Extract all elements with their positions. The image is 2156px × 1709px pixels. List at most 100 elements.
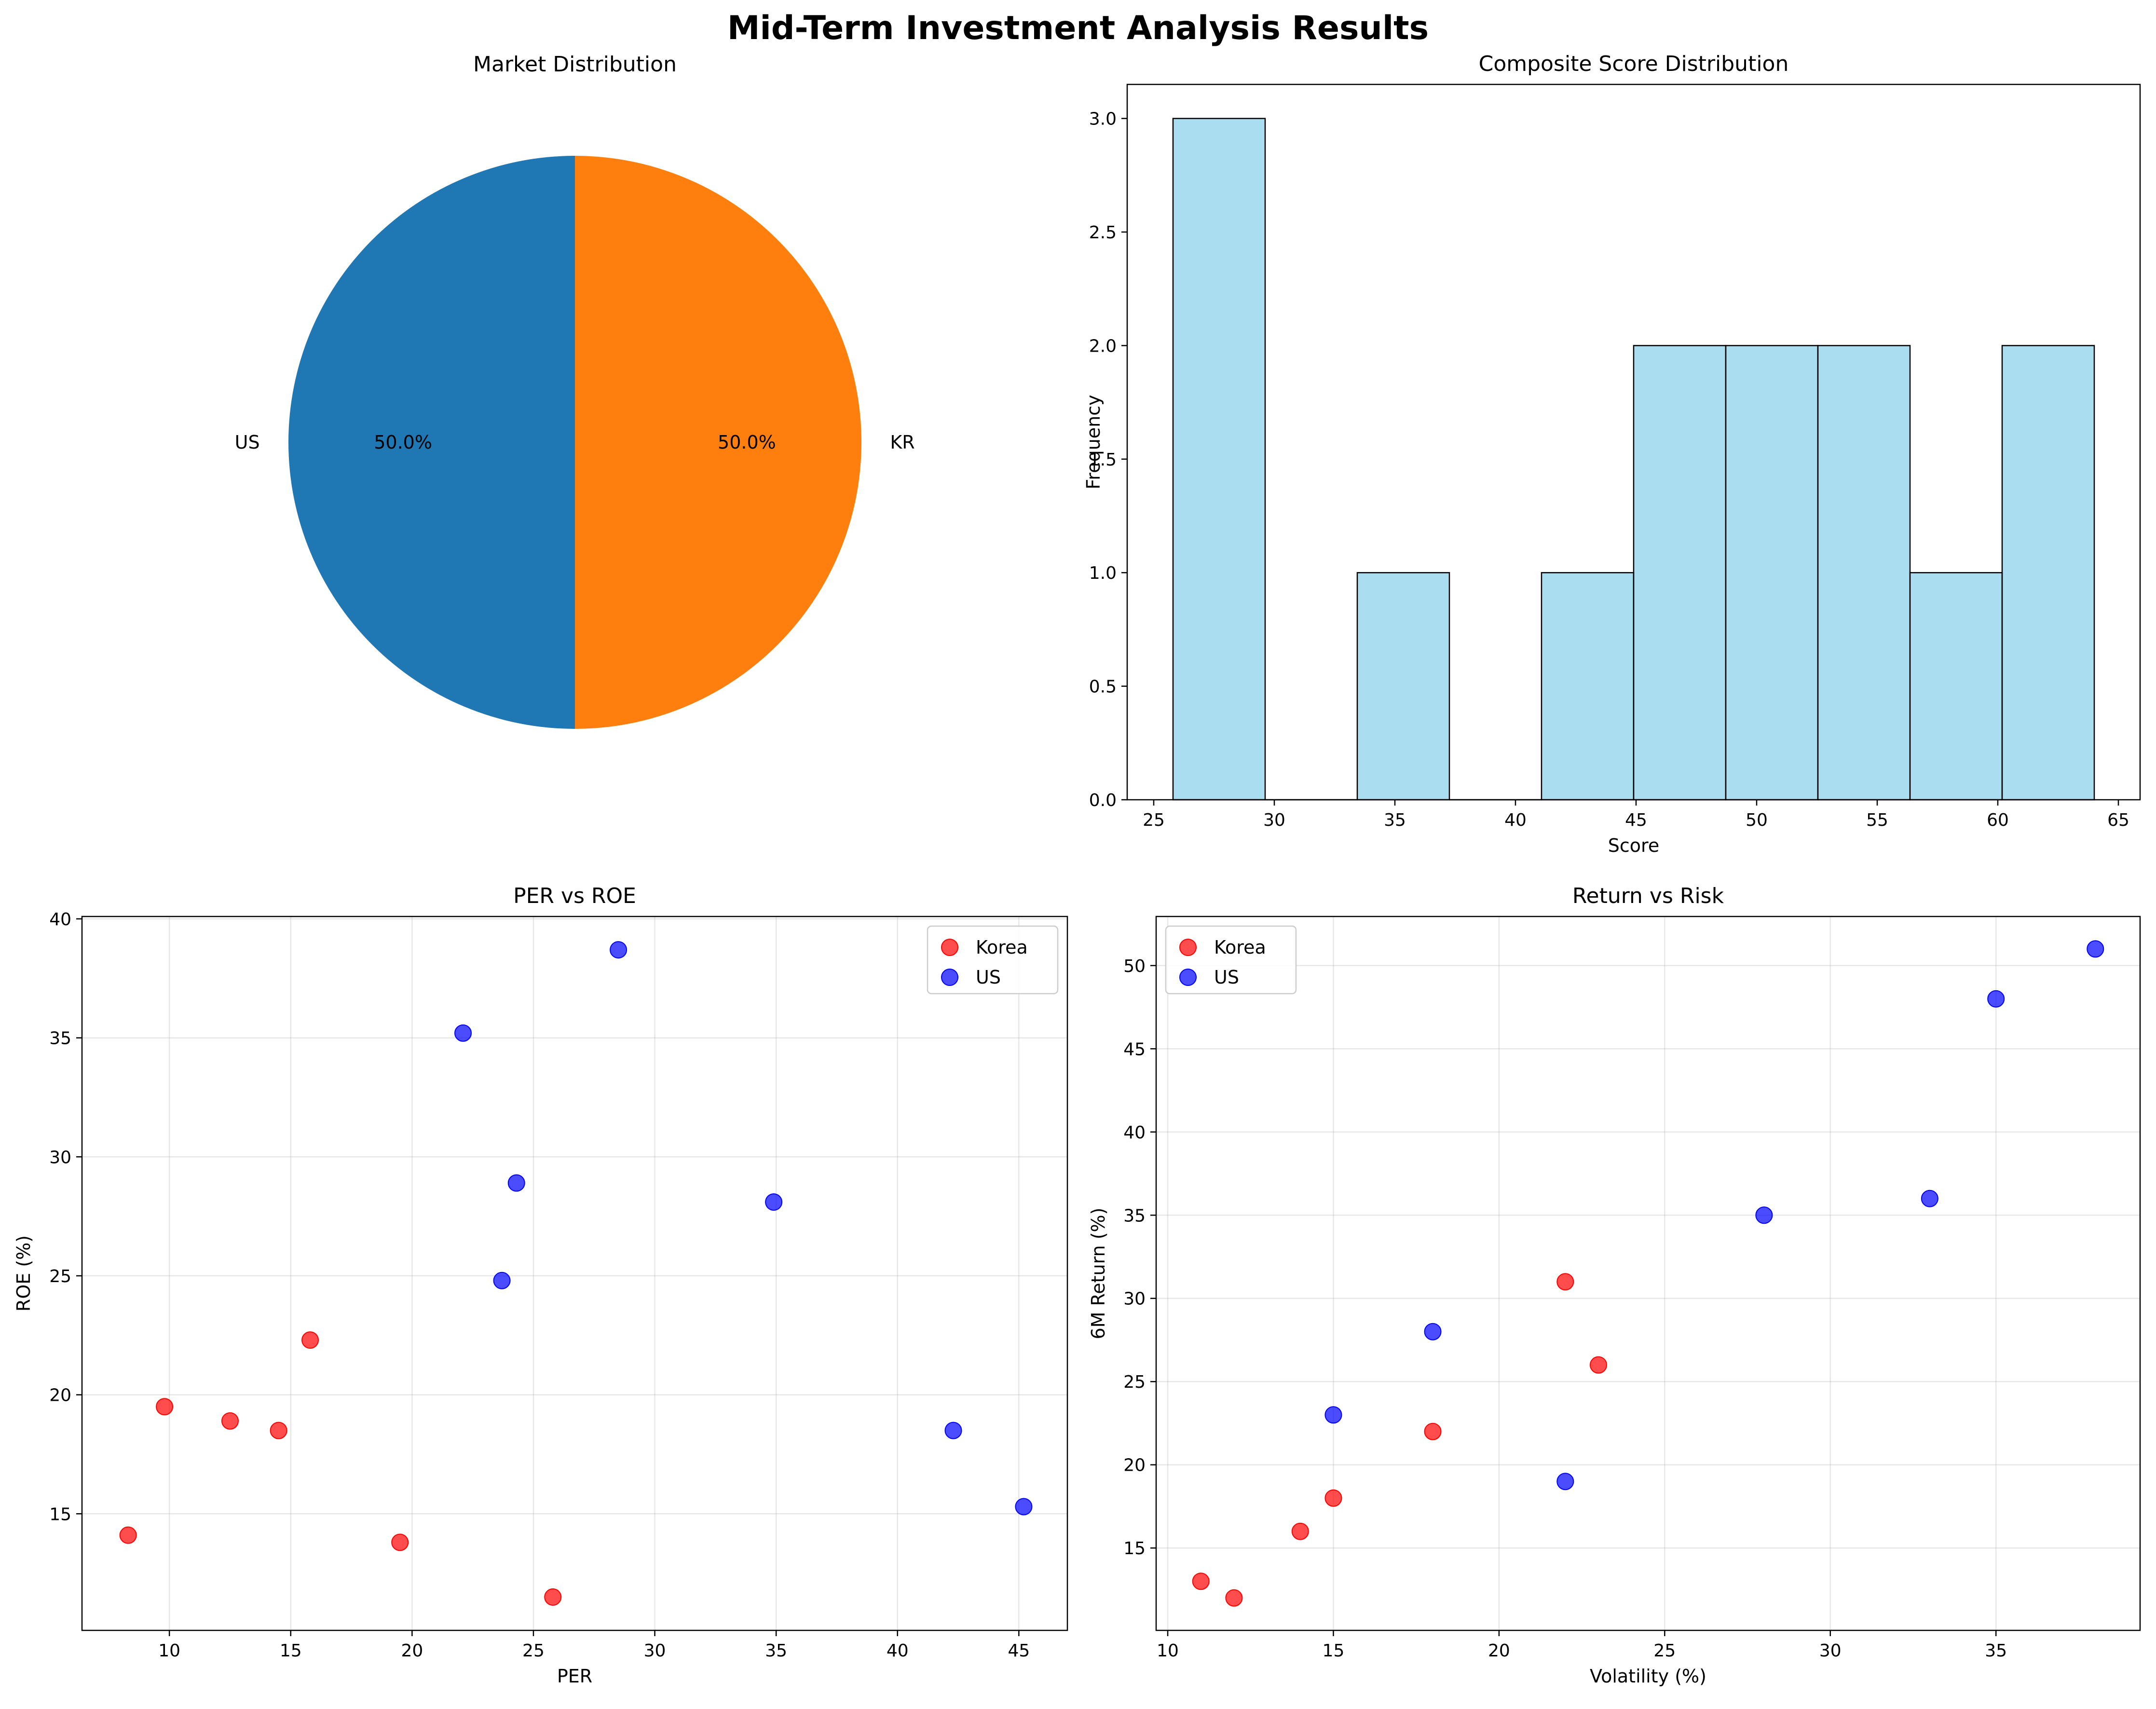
hist-xtick-label: 35	[1384, 810, 1406, 830]
return-risk-point-us	[2087, 940, 2104, 958]
per-roe-xtick-label: 30	[644, 1641, 666, 1661]
hist-xtick-label: 45	[1625, 810, 1647, 830]
per-roe-legend-label-us: US	[976, 967, 1001, 988]
return-risk-xlabel: Volatility (%)	[1590, 1666, 1706, 1687]
hist-frame	[1126, 83, 2141, 801]
per-roe-point-us	[944, 1422, 962, 1439]
hist-bar	[2001, 345, 2095, 801]
pie-label-kr: KR	[890, 432, 914, 453]
return-risk-legend-box	[1165, 925, 1297, 995]
return-risk-xtick-label: 10	[1157, 1641, 1179, 1661]
per-roe-point-us	[454, 1024, 472, 1042]
per-roe-legend-box	[927, 925, 1059, 995]
return-risk-xtick-label: 35	[1985, 1641, 2007, 1661]
return-risk-xtick-label: 25	[1653, 1641, 1676, 1661]
per-roe-legend-marker-us	[941, 969, 958, 986]
hist-ytick-label: 1.0	[1089, 563, 1117, 583]
hist-xtick-label: 50	[1746, 810, 1768, 830]
return-risk-point-us	[1424, 1323, 1442, 1340]
return-risk-point-korea	[1324, 1489, 1342, 1507]
return-risk-ylabel: 6M Return (%)	[1088, 1208, 1109, 1340]
hist-ytick-label: 2.5	[1089, 223, 1117, 243]
per-roe-ytick-label: 15	[49, 1504, 71, 1524]
hist-title: Composite Score Distribution	[1479, 52, 1789, 76]
per-roe-point-us	[610, 941, 628, 959]
per-roe-xtick-label: 40	[887, 1641, 909, 1661]
return-risk-ytick-label: 35	[1123, 1206, 1146, 1226]
per-roe-chart: 10 15 20 25 30 35 40 45 15 20 25 30 35 40 PER vs ROE PE…	[13, 884, 1068, 1687]
per-roe-xtick-label: 15	[280, 1641, 302, 1661]
hist-xtick-label: 30	[1263, 810, 1285, 830]
return-risk-ytick-label: 45	[1123, 1039, 1146, 1059]
hist-bar	[1909, 572, 2003, 801]
return-risk-point-korea	[1424, 1422, 1442, 1440]
per-roe-xtick-label: 35	[765, 1641, 787, 1661]
per-roe-point-us	[493, 1271, 511, 1289]
hist-xtick-label: 65	[2107, 810, 2129, 830]
per-roe-ylabel: ROE (%)	[13, 1235, 34, 1312]
per-roe-xlabel: PER	[557, 1666, 592, 1687]
per-roe-point-us	[507, 1174, 525, 1192]
per-roe-ytick-label: 40	[49, 910, 71, 930]
return-risk-point-us	[1324, 1406, 1342, 1424]
return-risk-title: Return vs Risk	[1572, 884, 1724, 908]
pie-label-us: US	[235, 432, 260, 453]
per-roe-legend-marker-korea	[941, 939, 958, 956]
figure-title: Mid-Term Investment Analysis Results	[727, 9, 1429, 47]
per-roe-point-us	[765, 1193, 783, 1211]
return-risk-xtick-label: 15	[1323, 1641, 1345, 1661]
pie-slice-us	[288, 156, 575, 729]
return-risk-point-us	[1755, 1206, 1773, 1224]
pie-pct-us: 50.0%	[374, 432, 432, 453]
hist-ytick-label: 1.5	[1089, 450, 1117, 470]
hist-bar	[1633, 345, 1727, 801]
return-risk-ytick-label: 20	[1123, 1456, 1146, 1476]
return-risk-legend: Korea US	[1165, 925, 1297, 995]
hist-bar	[1356, 572, 1450, 801]
per-roe-point-korea	[544, 1588, 562, 1606]
per-roe-ytick-label: 25	[49, 1267, 71, 1286]
return-risk-ytick-label: 50	[1123, 957, 1146, 976]
return-risk-point-korea	[1192, 1572, 1210, 1590]
hist-bar	[1725, 345, 1819, 801]
return-risk-point-korea	[1556, 1273, 1574, 1291]
per-roe-xtick-label: 10	[158, 1641, 180, 1661]
hist-bar	[1541, 572, 1635, 801]
return-risk-chart: 10 15 20 25 30 35 15 20 25 30 35 40 45 50 Return vs Ri…	[1088, 884, 2141, 1687]
return-risk-point-korea	[1589, 1356, 1607, 1374]
per-roe-point-korea	[270, 1422, 287, 1439]
hist-xlabel: Score	[1608, 835, 1659, 856]
return-risk-frame	[1155, 916, 2141, 1631]
return-risk-legend-marker-us	[1179, 969, 1197, 986]
return-risk-point-korea	[1225, 1589, 1243, 1607]
per-roe-legend-label-korea: Korea	[976, 937, 1028, 958]
per-roe-point-korea	[301, 1331, 319, 1349]
per-roe-point-korea	[221, 1412, 239, 1430]
hist-ytick-label: 0.0	[1089, 791, 1117, 810]
return-risk-legend-label-korea: Korea	[1214, 937, 1266, 958]
per-roe-ytick-label: 20	[49, 1386, 71, 1406]
hist-bar	[1172, 118, 1266, 801]
per-roe-point-korea	[156, 1398, 174, 1416]
hist-xtick-label: 55	[1866, 810, 1888, 830]
return-risk-point-us	[1556, 1473, 1574, 1490]
histogram-chart: 25 30 35 40 45 50 55 60 65 0.0 0.5 1.0 1.5 2.0 2.5 3.0 C…	[1083, 52, 2141, 856]
return-risk-legend-label-us: US	[1214, 967, 1239, 988]
per-roe-point-korea	[391, 1533, 409, 1551]
per-roe-legend: Korea US	[927, 925, 1059, 995]
per-roe-title: PER vs ROE	[513, 884, 636, 908]
return-risk-ytick-label: 25	[1123, 1372, 1146, 1392]
return-risk-ytick-label: 40	[1123, 1123, 1146, 1143]
return-risk-point-us	[1921, 1189, 1938, 1207]
hist-ylabel: Frequency	[1083, 395, 1104, 489]
per-roe-xtick-label: 25	[522, 1641, 545, 1661]
hist-bar	[1817, 345, 1911, 801]
return-risk-xtick-label: 30	[1819, 1641, 1842, 1661]
return-risk-point-us	[1987, 990, 2005, 1008]
hist-ytick-label: 0.5	[1089, 677, 1117, 697]
pie-slice-kr	[575, 156, 861, 729]
per-roe-point-us	[1015, 1498, 1033, 1516]
return-risk-ytick-label: 15	[1123, 1539, 1146, 1559]
